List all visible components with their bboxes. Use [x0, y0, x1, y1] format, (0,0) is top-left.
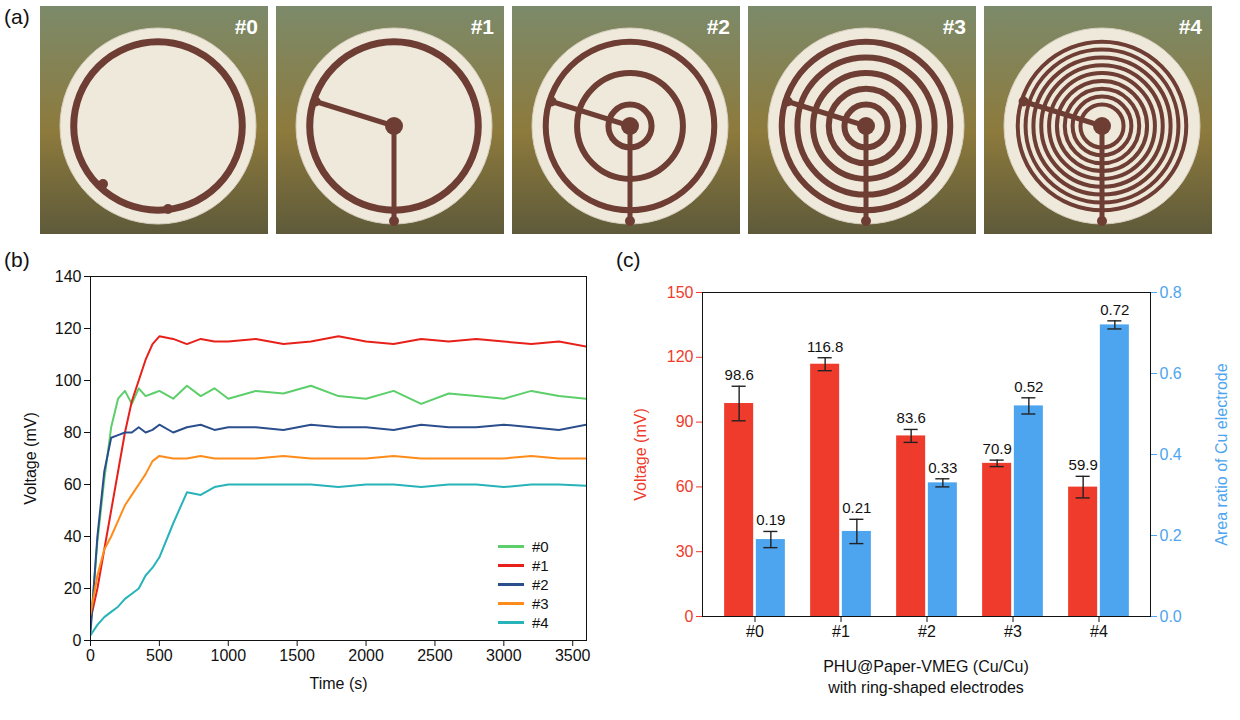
svg-text:#2: #2 [707, 15, 730, 38]
svg-text:60: 60 [64, 476, 82, 493]
svg-text:2500: 2500 [417, 647, 453, 664]
svg-text:#3: #3 [943, 15, 966, 38]
svg-text:0.21: 0.21 [842, 499, 871, 516]
svg-text:0.6: 0.6 [1160, 365, 1182, 382]
svg-text:0.72: 0.72 [1100, 301, 1129, 318]
html-text:#0: #0 [532, 538, 549, 555]
html-text:#4: #4 [532, 614, 549, 631]
svg-text:Area ratio of Cu electrode: Area ratio of Cu electrode [1213, 363, 1230, 545]
svg-text:83.6: 83.6 [897, 409, 926, 426]
svg-text:2000: 2000 [348, 647, 384, 664]
svg-text:#1: #1 [471, 15, 495, 38]
svg-text:40: 40 [64, 528, 82, 545]
svg-text:Voltage (mV): Voltage (mV) [632, 408, 649, 500]
svg-text:3500: 3500 [555, 647, 591, 664]
svg-text:0.52: 0.52 [1014, 378, 1043, 395]
html-text:with ring-shaped electrodes: with ring-shaped electrodes [828, 679, 1024, 696]
svg-text:59.9: 59.9 [1069, 456, 1098, 473]
svg-text:0.2: 0.2 [1160, 527, 1182, 544]
html-text:(b): (b) [4, 248, 30, 271]
html-text:#2: #2 [532, 576, 549, 593]
svg-text:(a): (a) [4, 5, 30, 28]
svg-text:70.9: 70.9 [983, 440, 1012, 457]
svg-text:140: 140 [55, 268, 82, 285]
svg-text:Voltage (mV): Voltage (mV) [22, 412, 39, 504]
svg-text:3000: 3000 [486, 647, 522, 664]
svg-text:20: 20 [64, 580, 82, 597]
svg-text:120: 120 [667, 348, 694, 365]
svg-text:100: 100 [55, 372, 82, 389]
html-text:(c): (c) [616, 248, 641, 271]
svg-text:#4: #4 [1179, 15, 1203, 38]
svg-text:#2: #2 [918, 623, 936, 640]
svg-text:0.19: 0.19 [756, 511, 785, 528]
svg-text:0.33: 0.33 [928, 459, 957, 476]
svg-text:0.4: 0.4 [1160, 446, 1182, 463]
html-text:#3: #3 [532, 595, 549, 612]
svg-text:#1: #1 [832, 623, 850, 640]
svg-text:120: 120 [55, 320, 82, 337]
svg-text:0: 0 [73, 632, 82, 649]
svg-text:116.8: 116.8 [807, 338, 843, 355]
svg-text:0: 0 [685, 608, 694, 625]
svg-text:98.6: 98.6 [725, 366, 754, 383]
svg-text:#4: #4 [1090, 623, 1108, 640]
svg-text:1000: 1000 [210, 647, 246, 664]
svg-text:Time (s): Time (s) [309, 675, 367, 692]
svg-text:1500: 1500 [279, 647, 315, 664]
svg-text:150: 150 [667, 284, 694, 301]
svg-text:#0: #0 [746, 623, 764, 640]
svg-text:#0: #0 [235, 15, 258, 38]
svg-text:500: 500 [146, 647, 173, 664]
svg-text:80: 80 [64, 424, 82, 441]
svg-text:30: 30 [676, 543, 694, 560]
html-text:PHU@Paper-VMEG (Cu/Cu): PHU@Paper-VMEG (Cu/Cu) [823, 658, 1029, 675]
svg-text:0.8: 0.8 [1160, 284, 1182, 301]
svg-text:0.0: 0.0 [1160, 608, 1182, 625]
svg-text:0: 0 [86, 647, 95, 664]
svg-text:#3: #3 [1004, 623, 1022, 640]
svg-text:90: 90 [676, 413, 694, 430]
svg-text:60: 60 [676, 478, 694, 495]
html-text:#1: #1 [532, 557, 549, 574]
